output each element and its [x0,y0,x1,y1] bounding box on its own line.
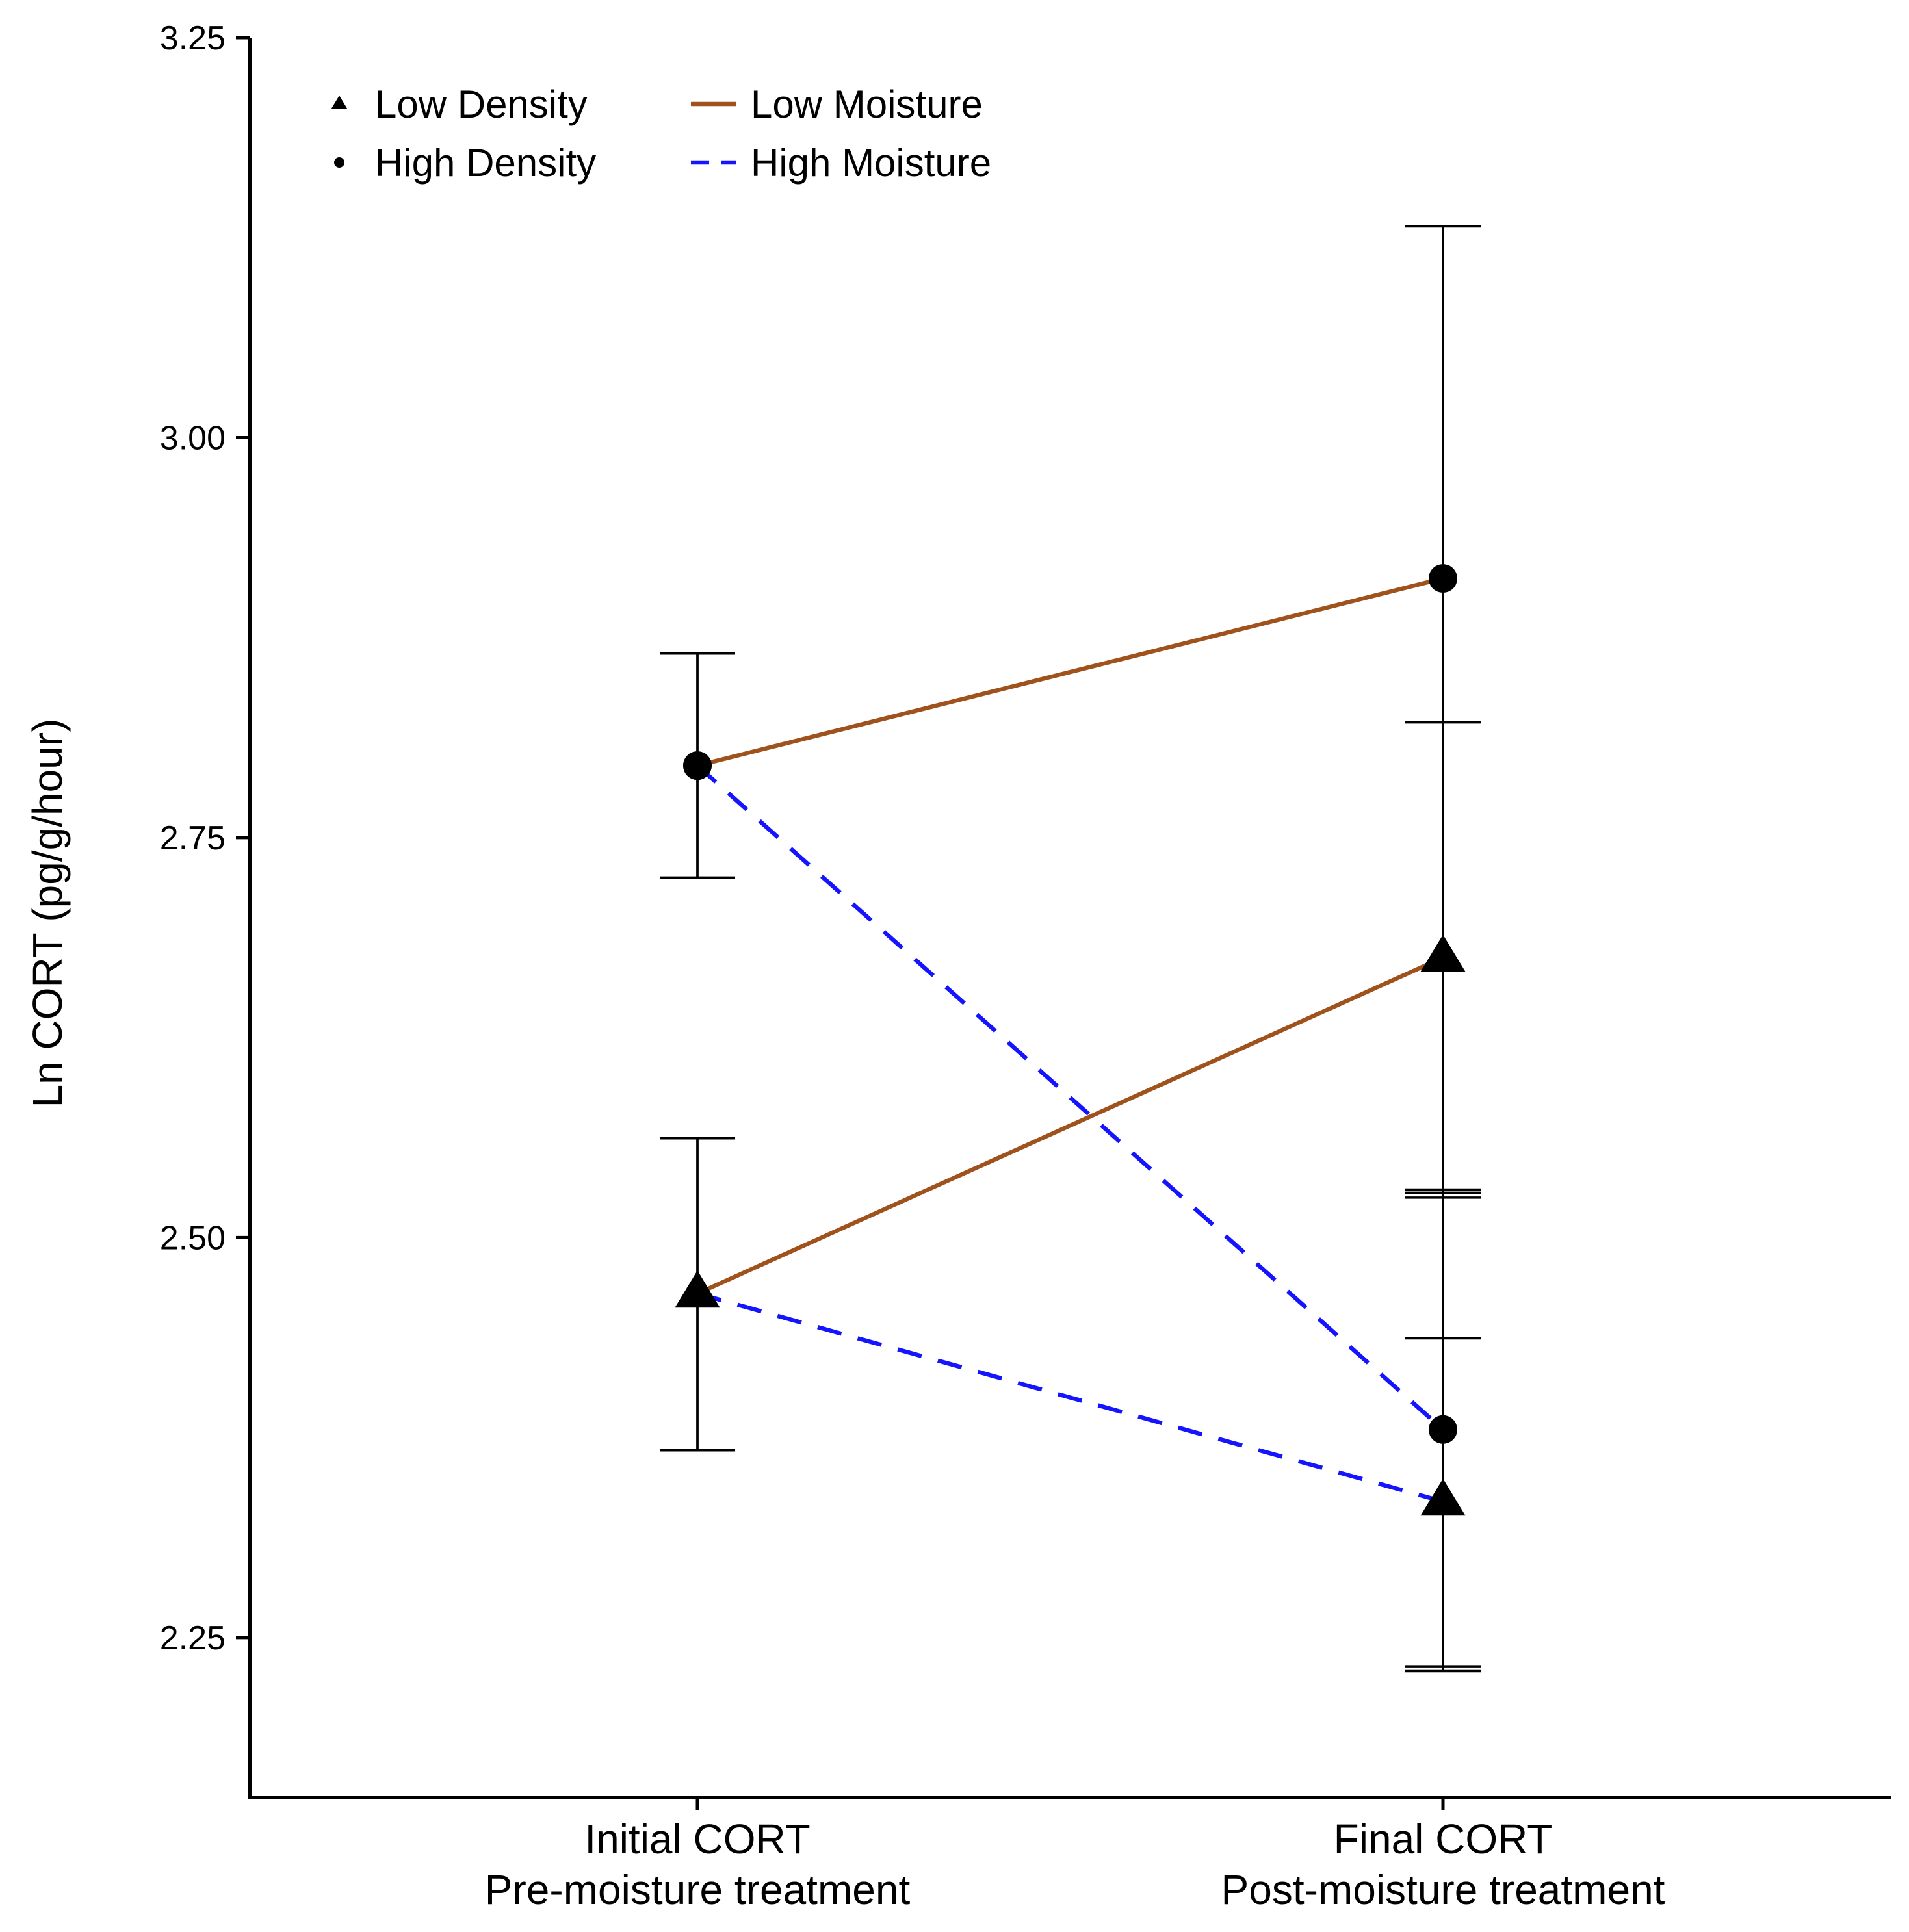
data-point [1420,1478,1466,1516]
series-line [697,576,1444,768]
y-tick-label: 2.25 [160,1619,226,1657]
y-tick-label: 2.50 [160,1219,226,1257]
legend: Low Density High Density Low Moisture High … [331,83,991,185]
data-point [683,751,712,780]
legend-marker [334,157,344,168]
x-category-label-line2: Pre-moisture treatment [485,1866,911,1913]
x-category-label-line1: Final CORT [1334,1816,1553,1862]
axes-layer: 2.25 2.50 2.75 3.00 3.25 Initial CORTPre-mois… [160,19,1891,1913]
points-layer [675,564,1466,1516]
legend-label: Low Density [375,83,588,126]
y-tick-label: 3.25 [160,19,226,57]
series-line [696,955,1444,1296]
legend-label: High Density [375,141,596,185]
x-category-label-line1: Initial CORT [584,1816,810,1862]
series-line [695,764,1445,1432]
y-tick-label: 3.00 [160,419,226,457]
error-bars-layer [660,225,1481,1673]
legend-label: High Moisture [751,141,991,185]
x-category-label-line2: Post-moisture treatment [1221,1866,1665,1913]
series-line [697,1291,1444,1504]
legend-marker [331,96,348,109]
data-point [1429,564,1457,593]
y-tick-label: 2.75 [160,819,226,857]
legend-label: Low Moisture [751,83,983,126]
series-lines-layer [695,576,1445,1504]
y-axis-title: Ln CORT (pg/g/hour) [24,719,71,1108]
data-point [675,1270,720,1308]
data-point [1420,934,1466,972]
data-point [1429,1415,1457,1444]
